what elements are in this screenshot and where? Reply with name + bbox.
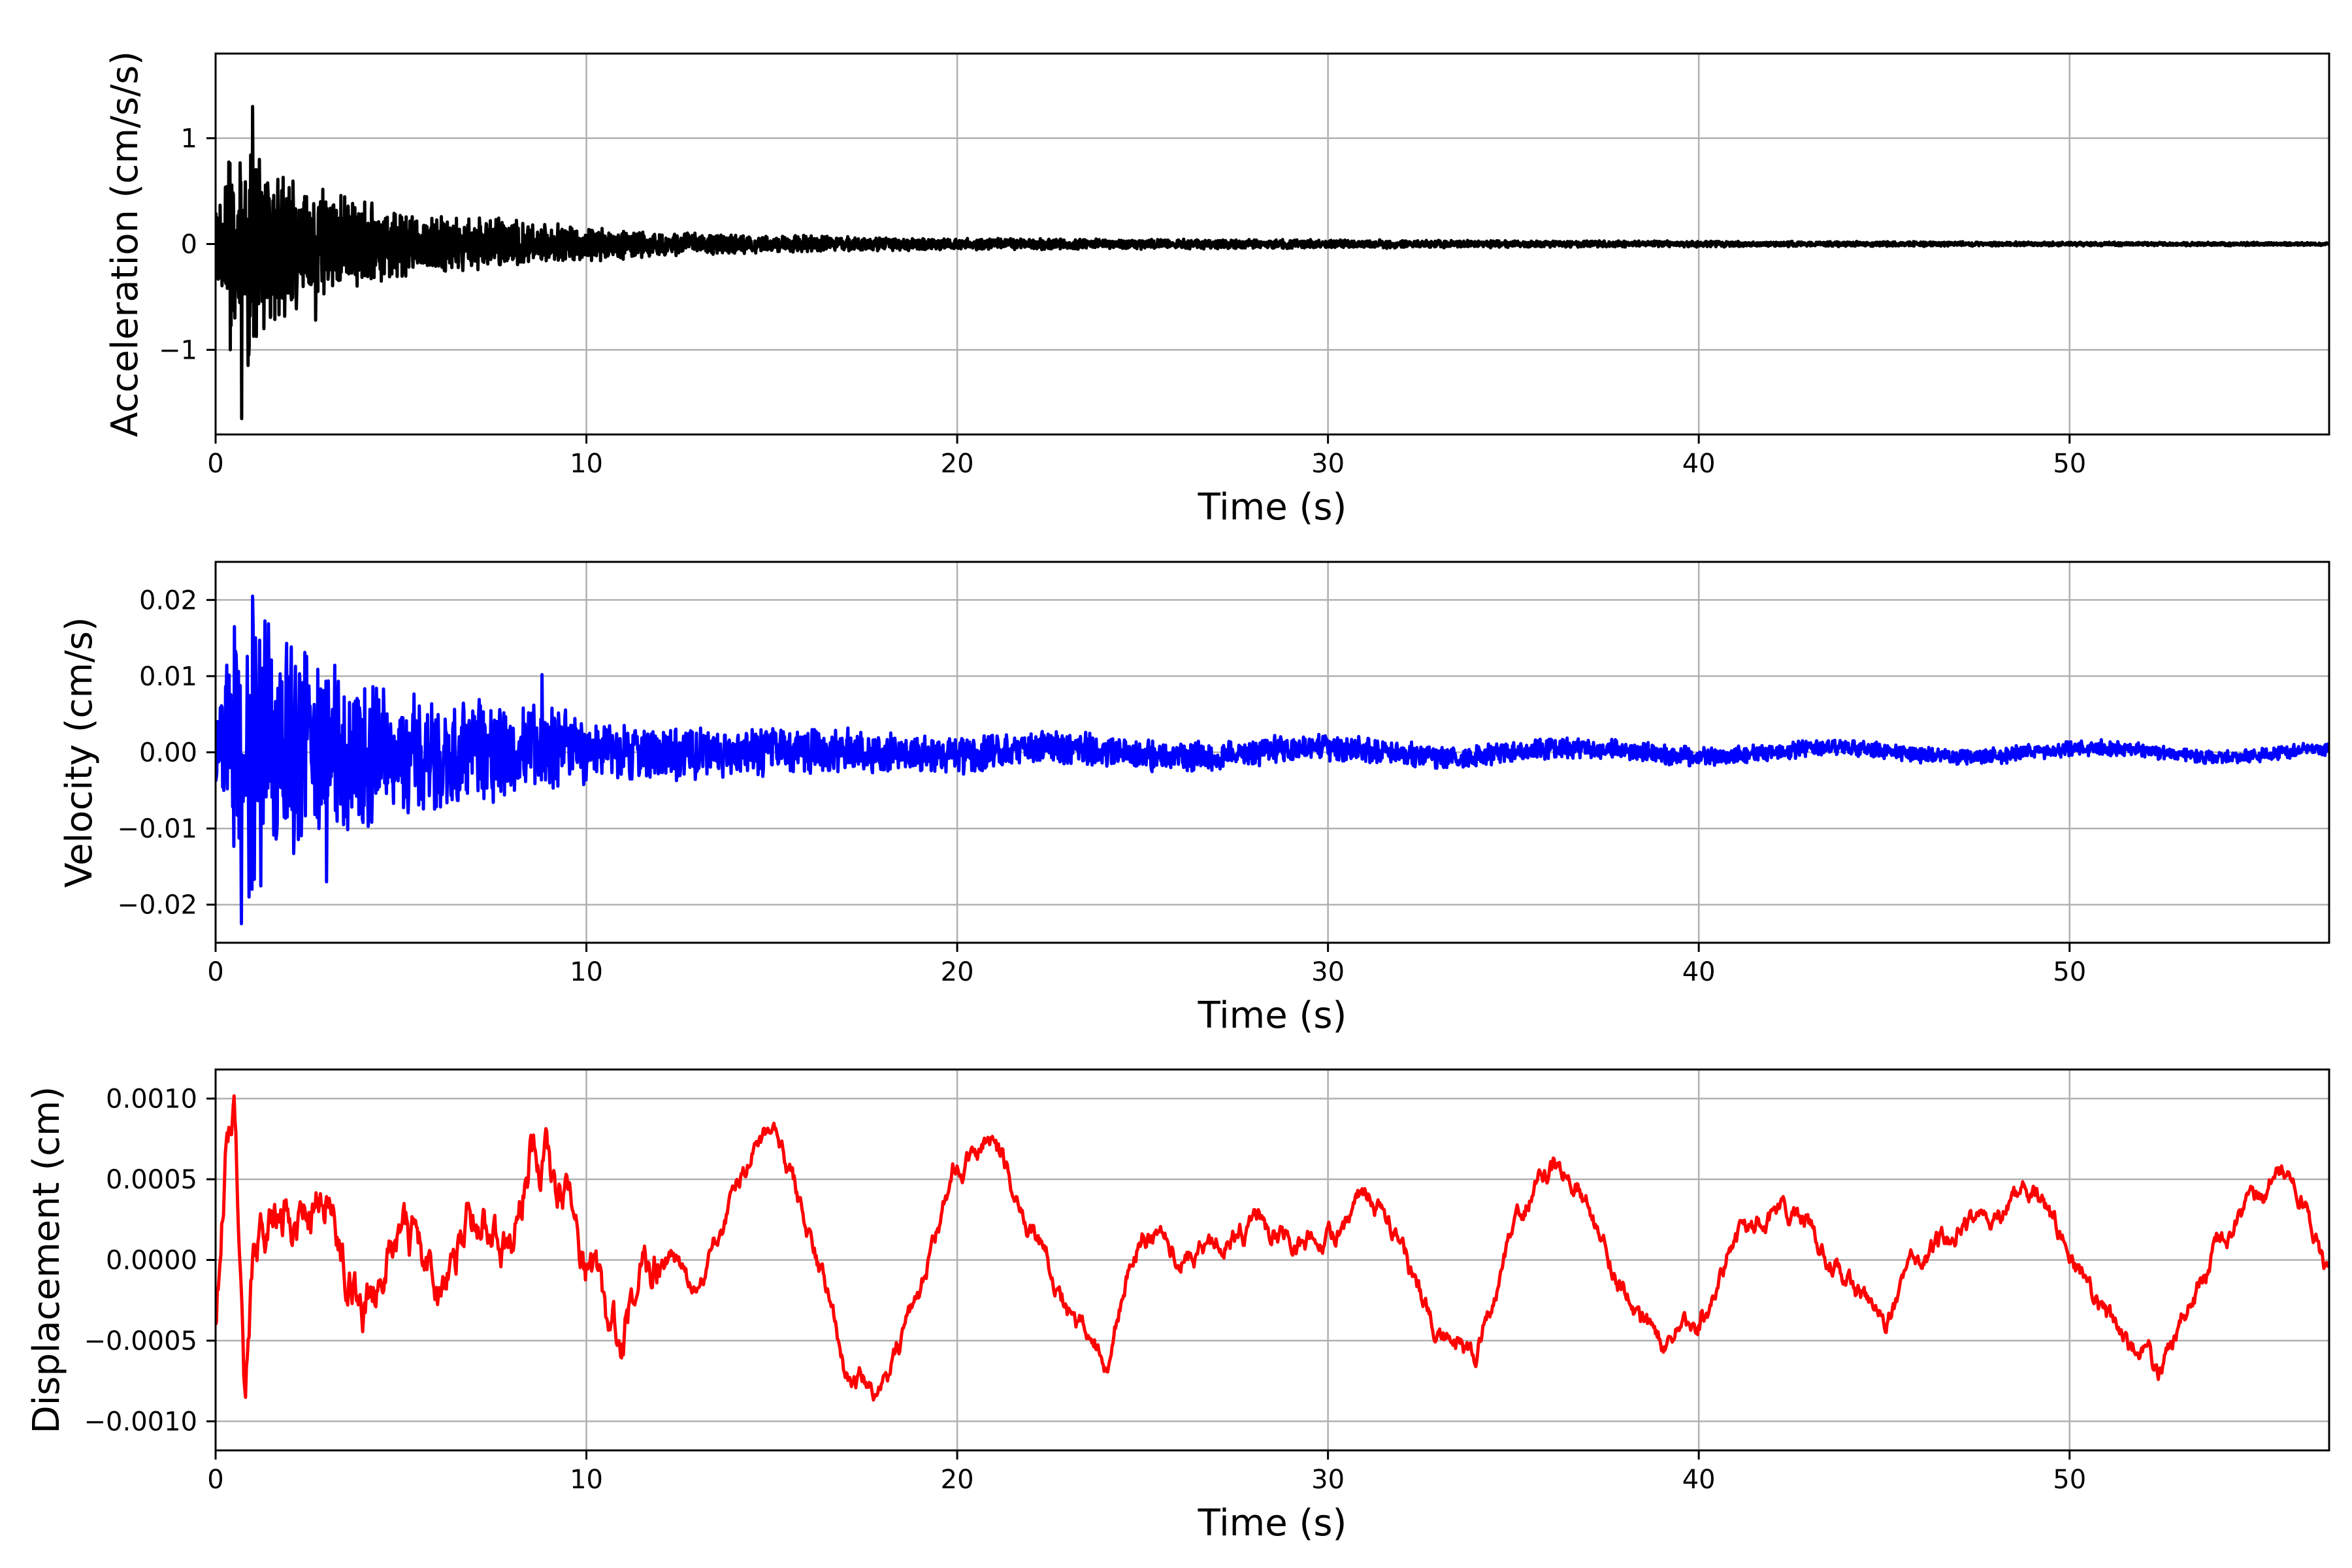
velocity-x-tick-label-0: 0	[207, 957, 223, 987]
acceleration-x-tick-label-2: 20	[941, 449, 974, 479]
displacement-x-tick-label-0: 0	[207, 1465, 223, 1495]
acceleration-x-tick-label-1: 10	[570, 449, 603, 479]
acceleration-y-tick-label-2: 1	[181, 124, 197, 154]
displacement-x-axis-label: Time (s)	[1198, 1502, 1347, 1544]
velocity-x-tick-label-4: 40	[1682, 957, 1716, 987]
acceleration-x-tick-label-3: 30	[1311, 449, 1345, 479]
acceleration-x-axis-label: Time (s)	[1198, 486, 1347, 529]
displacement-y-tick-label-0: −0.0010	[84, 1407, 197, 1437]
acceleration-y-tick-label-0: −1	[159, 335, 197, 365]
velocity-x-tick-label-5: 50	[2053, 957, 2086, 987]
velocity-y-tick-label-4: 0.02	[139, 585, 197, 615]
velocity-y-tick-label-3: 0.01	[139, 662, 197, 692]
displacement-y-tick-label-1: −0.0005	[84, 1326, 197, 1356]
acceleration-x-tick-label-4: 40	[1682, 449, 1716, 479]
velocity-y-axis-label: Velocity (cm/s)	[58, 617, 101, 888]
acceleration-y-axis-label: Acceleration (cm/s/s)	[104, 51, 146, 437]
velocity-chart: 0 10 20 30 40 50 −0.02 −0.01 0.00 0.01 0.02 Time (s…	[58, 561, 2330, 1037]
displacement-x-tick-label-5: 50	[2053, 1465, 2086, 1495]
acceleration-chart: 0 10 20 30 40 50 −1 0 1 Time (s) Acceleration (cm/…	[104, 51, 2330, 529]
acceleration-y-tick-label-1: 0	[181, 230, 197, 260]
displacement-y-tick-label-3: 0.0005	[106, 1165, 197, 1195]
velocity-series-line	[216, 595, 2329, 926]
acceleration-x-tick-label-0: 0	[207, 449, 223, 479]
acceleration-series-line	[216, 105, 2329, 421]
displacement-x-tick-label-3: 30	[1311, 1465, 1345, 1495]
velocity-x-tick-label-3: 30	[1311, 957, 1345, 987]
velocity-x-tick-label-2: 20	[941, 957, 974, 987]
displacement-chart: 0 10 20 30 40 50 −0.0010 −0.0005 0.0000 0.0005 0.0…	[25, 1068, 2330, 1544]
acceleration-x-tick-label-5: 50	[2053, 449, 2086, 479]
velocity-y-tick-label-0: −0.02	[117, 890, 197, 921]
displacement-y-tick-label-2: 0.0000	[106, 1246, 197, 1276]
displacement-x-tick-label-4: 40	[1682, 1465, 1716, 1495]
displacement-y-axis-label: Displacement (cm)	[25, 1086, 68, 1434]
velocity-y-tick-label-2: 0.00	[139, 738, 197, 768]
velocity-x-axis-label: Time (s)	[1198, 994, 1347, 1037]
displacement-x-tick-label-2: 20	[941, 1465, 974, 1495]
velocity-x-tick-label-1: 10	[570, 957, 603, 987]
displacement-series-line	[216, 1094, 2329, 1402]
velocity-y-tick-label-1: −0.01	[117, 814, 197, 844]
displacement-x-tick-label-1: 10	[570, 1465, 603, 1495]
displacement-y-tick-label-4: 0.0010	[106, 1084, 197, 1114]
